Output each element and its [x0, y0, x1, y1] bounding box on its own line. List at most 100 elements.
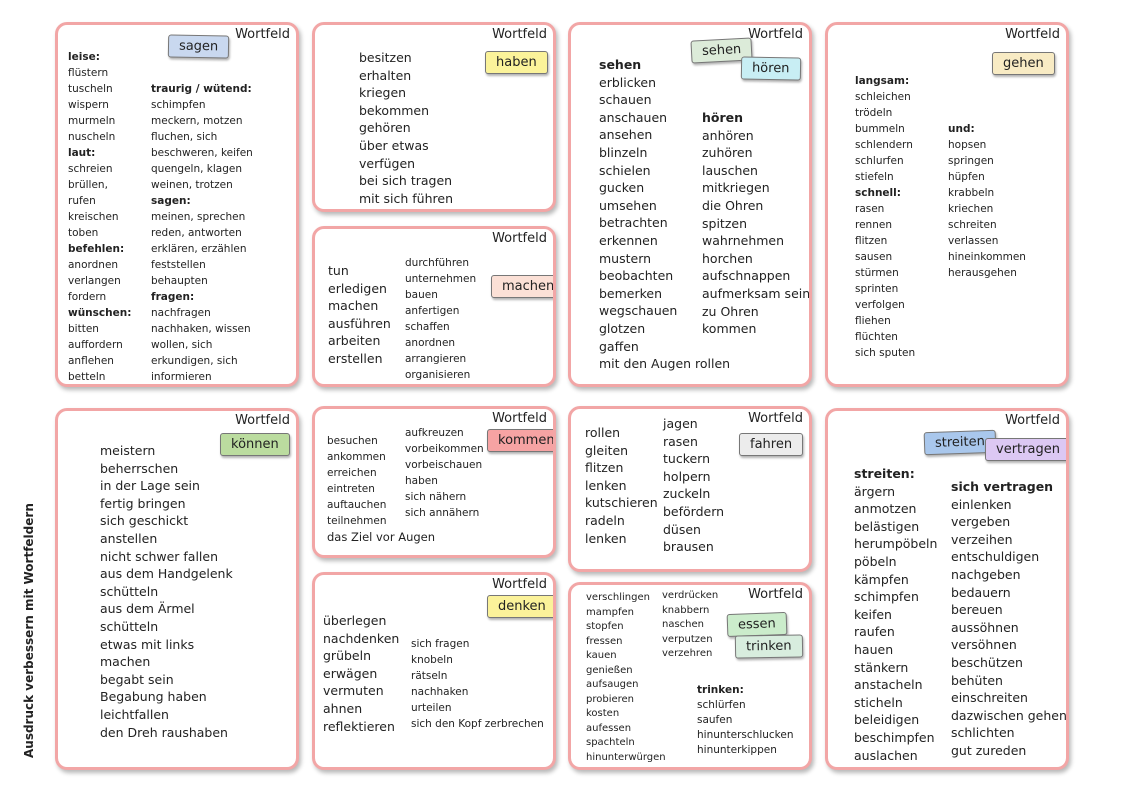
word-item: zu Ohren [702, 303, 759, 319]
word-item: sich geschickt [100, 513, 189, 529]
word-item: bereuen [951, 602, 1003, 618]
word-item: stopfen [586, 621, 624, 632]
word-item: umsehen [599, 197, 657, 213]
word-item: den Dreh raushaben [100, 724, 228, 740]
word-item: durchführen [405, 257, 470, 269]
word-item: fordern [68, 291, 107, 303]
word-item: holpern [663, 468, 711, 484]
word-item: erledigen [328, 280, 387, 296]
word-item: schleichen [855, 91, 911, 103]
word-item: sprinten [855, 283, 899, 295]
word-group-heading: sich vertragen [951, 479, 1054, 494]
word-column: traurig / wütend: schimpfen meckern, motze… [151, 81, 253, 384]
word-group-heading: befehlen: [68, 243, 125, 255]
word-item: arbeiten [328, 333, 381, 349]
word-item: vorbeischauen [405, 459, 483, 471]
word-column: besitzen erhalten kriegen bekommen gehören üb… [359, 49, 453, 207]
word-item: ansehen [599, 127, 653, 143]
word-column: trinken: schlürfen saufen hinunterschlucken… [697, 683, 794, 758]
word-item: wollen, sich [151, 339, 213, 351]
word-item: stürmen [855, 267, 899, 279]
card-label: Wortfeld [492, 27, 547, 42]
word-item: rollen [585, 425, 621, 440]
word-item: haben [405, 475, 438, 487]
tag-koennen: können [220, 433, 290, 456]
word-item: schimpfen [151, 99, 206, 111]
word-item: murmeln [68, 115, 116, 127]
word-item: zuckeln [663, 486, 711, 502]
card-haben: Wortfeld haben besitzen erhalten kriegen be… [312, 22, 556, 212]
word-column: verdrücken knabbern naschen verputzen verzeh… [662, 589, 718, 662]
word-item: vermuten [323, 683, 384, 699]
word-item: schreien [68, 163, 113, 175]
word-item: mit den Augen rollen [599, 356, 731, 372]
word-item: sich fragen [411, 638, 470, 650]
word-item: flitzen [855, 235, 888, 247]
word-item: aufkreuzen [405, 427, 464, 439]
word-item: fluchen, sich [151, 131, 218, 143]
word-column: hören anhören zuhören lauschen mitkriegen die… [702, 109, 809, 338]
word-item: verdrücken [662, 590, 719, 601]
word-item: hinunterwürgen [586, 751, 666, 763]
word-item: lauschen [702, 162, 758, 178]
word-item: behüten [951, 672, 1003, 688]
word-column: meistern beherrschen in der Lage sein ferti… [100, 442, 233, 741]
word-item: überlegen [323, 613, 387, 628]
word-item: quengeln, klagen [151, 163, 243, 175]
word-item: behaupten [151, 275, 208, 287]
word-item: rufen [68, 195, 96, 207]
word-item: erstellen [328, 350, 383, 366]
tag-vertragen: vertragen [985, 438, 1066, 461]
tag-gehen: gehen [992, 52, 1055, 75]
word-item: fressen [586, 635, 623, 647]
word-item: gucken [599, 180, 645, 196]
word-item: aus dem Ärmel [100, 601, 195, 617]
word-item: rennen [855, 219, 892, 231]
tag-trinken: trinken [734, 634, 803, 659]
word-item: kreischen [68, 211, 119, 223]
word-column: streiten: ärgern anmotzen belästigen herumpö… [854, 465, 937, 764]
word-item: feststellen [151, 259, 206, 271]
word-item: nachdenken [323, 630, 400, 646]
word-item: erblicken [599, 74, 656, 90]
word-item: bemerken [599, 285, 663, 301]
card-sehen-hoeren: Wortfeld sehen hören sehen erblicken schau… [568, 22, 812, 387]
word-item: hinunterschlucken [697, 729, 794, 741]
tag-kommen: kommen [487, 429, 553, 452]
word-item: nachgeben [951, 566, 1021, 582]
word-item: brüllen, [68, 179, 108, 191]
card-label: Wortfeld [492, 411, 547, 426]
word-item: nachhaken [411, 686, 469, 698]
word-item: befördern [663, 503, 725, 519]
word-item: herausgehen [948, 267, 1017, 279]
word-column: besuchen ankommen erreichen eintreten auftau… [327, 433, 387, 529]
word-item: ahnen [323, 700, 363, 716]
word-column: verschlingen mampfen stopfen fressen kauen ge… [586, 591, 666, 765]
word-column: tun erledigen machen ausführen arbeiten erste… [328, 262, 391, 368]
word-item: rasen [663, 433, 698, 449]
word-item: schlendern [855, 139, 913, 151]
word-item: springen [948, 155, 994, 167]
word-item: krabbeln [948, 187, 995, 199]
word-item: sausen [855, 251, 893, 263]
word-item: machen [100, 654, 151, 670]
word-item: dazwischen gehen [951, 707, 1067, 723]
word-item: rätseln [411, 670, 448, 682]
word-item: verputzen [662, 633, 713, 645]
word-item: hopsen [948, 139, 987, 151]
word-item: trödeln [855, 107, 893, 119]
word-item: wegschauen [599, 303, 678, 319]
word-group-heading: laut: [68, 147, 96, 159]
word-item: herumpöbeln [854, 536, 938, 552]
card-label: Wortfeld [1005, 27, 1060, 42]
word-item: meckern, motzen [151, 115, 243, 127]
word-item: einschreiten [951, 690, 1028, 706]
word-item: saufen [697, 714, 733, 726]
word-group-heading: traurig / wütend: [151, 83, 252, 95]
word-item: anordnen [405, 337, 456, 349]
word-item: knabbern [662, 604, 710, 616]
word-item: versöhnen [951, 637, 1017, 653]
tag-essen: essen [726, 611, 788, 638]
word-item: mustern [599, 250, 652, 266]
word-item: beschützen [951, 654, 1023, 670]
